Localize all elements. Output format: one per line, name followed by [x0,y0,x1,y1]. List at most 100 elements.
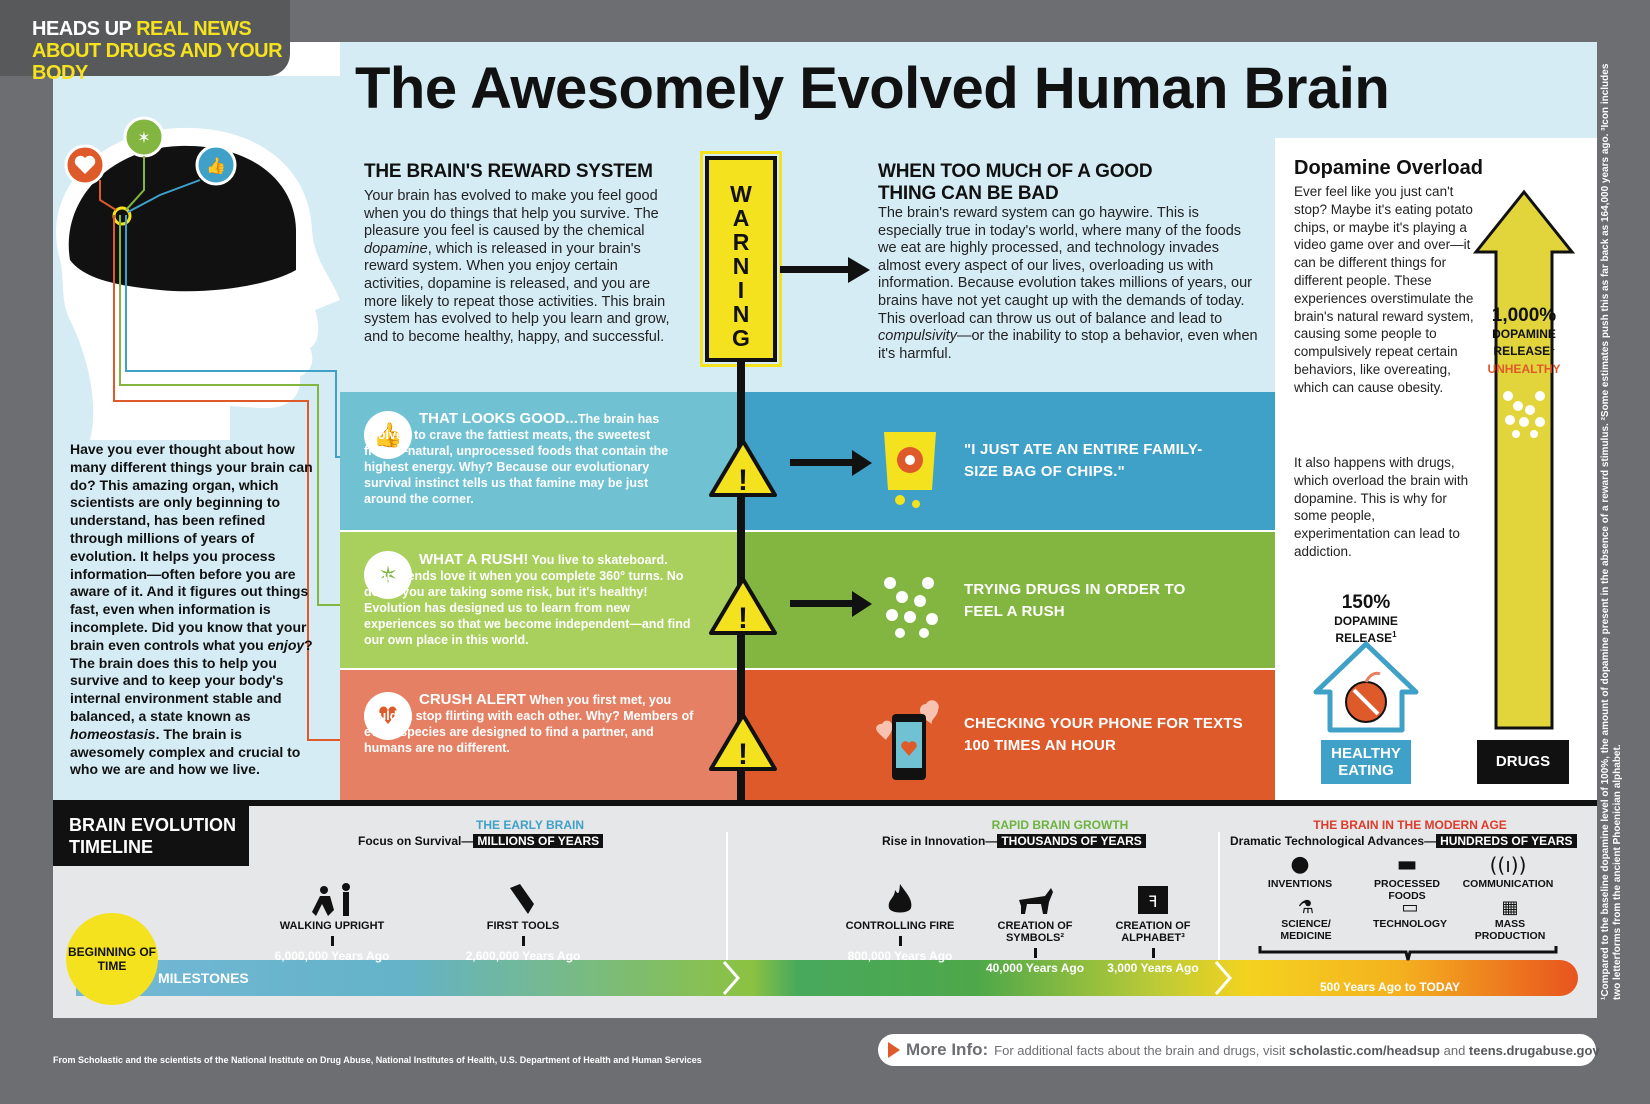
era-title-rapid: RAPID BRAIN GROWTH [991,818,1129,832]
timeline-title: BRAIN EVOLUTION TIMELINE [53,806,249,866]
era-title-modern: THE BRAIN IN THE MODERN AGE [1313,818,1507,832]
row2-callout: TRYING DRUGS IN ORDER TO FEEL A RUSH [964,581,1186,620]
credit-line: From Scholastic and the scientists of th… [53,1055,702,1065]
masthead-heads-up: HEADS UP [32,18,132,40]
svg-text:✶: ✶ [137,128,150,147]
modern-science-medicine: ⚗ SCIENCE/ MEDICINE [1256,897,1356,943]
chips-bag-icon [884,432,936,508]
dopamine-heading: Dopamine Overload [1294,157,1483,179]
milestone-first-tools: FIRST TOOLS 2,600,000 Years Ago [463,882,583,963]
arrow-right-icon [790,591,872,617]
stone-tool-icon [463,882,583,916]
masthead-subtitle: ABOUT DRUGS AND YOUR BODY [32,40,283,84]
modern-age-bracket [1258,946,1558,961]
link-drugabuse[interactable]: teens.drugabuse.gov [1468,1042,1600,1058]
thumbs-up-icon: 👍 [364,411,412,459]
burger-icon: ▬ [1396,852,1418,877]
caution-icon: ! [709,713,777,771]
pills-icon [884,577,938,638]
heart-icon: ♥ [364,692,412,740]
chevron-right-icon [722,961,740,995]
walking-figure-icon [272,882,392,916]
title-bar [340,42,1597,138]
modern-processed-foods: ▬ PROCESSED FOODS [1357,852,1457,902]
footnotes: ¹Compared to the baseline dopamine level… [1600,63,1623,1000]
drugs-stat: 1,000% DOPAMINE RELEASE1 [1491,305,1557,358]
beginning-of-time-badge: BEGINNING OF TIME [66,913,158,1005]
play-icon [888,1042,900,1058]
modern-technology: ▭ TECHNOLOGY [1360,897,1460,931]
thumbs-up-icon: 👍 [195,144,237,186]
milestones-bar [76,960,1578,996]
svg-text:👍: 👍 [206,156,226,175]
modern-mass-production: ▦ MASS PRODUCTION [1460,897,1560,943]
era-sub-rapid: Rise in Innovation— THOUSANDS OF YEARS [882,834,1146,848]
era-sub-early: Focus on Survival— MILLIONS OF YEARS [358,834,604,848]
dopamine-body-2: It also happens with drugs, which overlo… [1294,455,1469,559]
row1-callout: "I JUST ATE AN ENTIRE FAMILY-SIZE BAG OF… [964,441,1203,480]
fire-icon [840,882,960,916]
milestone-controlling-fire: CONTROLLING FIRE 800,000 Years Ago [840,882,960,963]
factory-icon: ▦ [1501,897,1519,918]
row-rush [340,532,1275,668]
intro-text: Have you ever thought about how many dif… [70,441,313,778]
house-icon [1313,641,1419,733]
animal-symbol-icon [975,882,1095,916]
healthy-eating-label: HEALTHY EATING [1321,740,1411,784]
dopamine-arrow-drugs [1472,189,1576,730]
connector-lines [113,215,340,741]
row1-text: THAT LOOKS GOOD...The brain has evolved … [364,410,669,507]
too-much-heading: WHEN TOO MUCH OF A GOOD THING CAN BE BAD [878,161,1153,204]
svg-text:!: ! [738,464,748,497]
more-info-text: For additional facts about the brain and… [994,1042,1604,1058]
row3-text: CRUSH ALERT When you first met, you coul… [364,691,694,756]
reward-heading: THE BRAIN'S REWARD SYSTEM [364,161,653,182]
alphabet-icon: ꟻ [1093,882,1213,916]
era-sub-modern: Dramatic Technological Advances— HUNDREDS… [1230,834,1577,848]
healthy-stat: 150% DOPAMINE RELEASE1 [1334,592,1398,645]
link-scholastic[interactable]: scholastic.com/headsup [1289,1042,1440,1058]
row3-callout: CHECKING YOUR PHONE FOR TEXTS 100 TIMES … [964,715,1243,754]
masthead-real-news: REAL NEWS [136,18,252,40]
row-crush [340,670,1275,800]
caution-icon: ! [709,439,777,497]
svg-text:!: ! [738,738,748,771]
era-divider [726,832,728,972]
antenna-icon: ((ı)) [1489,853,1527,877]
timeline-top-line [53,800,1597,806]
arrow-right-icon [780,257,870,283]
dopamine-body-1: Ever feel like you just can't stop? Mayb… [1294,184,1474,395]
modern-communication: ((ı)) COMMUNICATION [1458,852,1558,890]
lightbulb-icon: ● [1290,852,1310,877]
page-title: The Awesomely Evolved Human Brain [355,56,1390,121]
fireworks-icon: ✶ [364,551,412,599]
more-info-label: More Info: [906,1040,989,1059]
today-label: 500 Years Ago to TODAY [1320,980,1461,994]
reward-body: Your brain has evolved to make you feel … [364,188,670,345]
computer-icon: ▭ [1401,897,1419,918]
too-much-body: The brain's reward system can go haywire… [878,205,1258,362]
more-info-banner: More Info: For additional facts about th… [878,1034,1603,1066]
unhealthy-label: UNHEALTHY [1487,362,1561,376]
reward-row [340,138,1275,392]
fireworks-icon: ✶ [123,116,165,158]
milestone-creation-of-symbols: CREATION OF SYMBOLS² 40,000 Years Ago [975,882,1095,975]
heart-icon [64,144,106,186]
milestones-label: MILESTONES [158,970,249,986]
microscope-icon: ⚗ [1297,897,1315,918]
drugs-label: DRUGS [1477,740,1569,784]
svg-text:ꟻ: ꟻ [1148,892,1157,911]
chevron-right-icon [1214,961,1232,995]
milestone-walking-upright: WALKING UPRIGHT 6,000,000 Years Ago [272,882,392,963]
milestone-creation-of-alphabet: ꟻ CREATION OF ALPHABET³ 3,000 Years Ago [1093,882,1213,975]
arrow-right-icon [790,450,872,476]
era-title-early: THE EARLY BRAIN [475,818,585,832]
modern-inventions: ● INVENTIONS [1250,852,1350,890]
phone-icon [876,700,939,780]
svg-text:!: ! [738,602,748,635]
masthead: HEADS UP REAL NEWS ABOUT DRUGS AND YOUR … [0,0,290,84]
row2-text: WHAT A RUSH! You live to skateboard. You… [364,551,691,648]
caution-icon: ! [709,577,777,635]
era-divider [1218,832,1220,972]
